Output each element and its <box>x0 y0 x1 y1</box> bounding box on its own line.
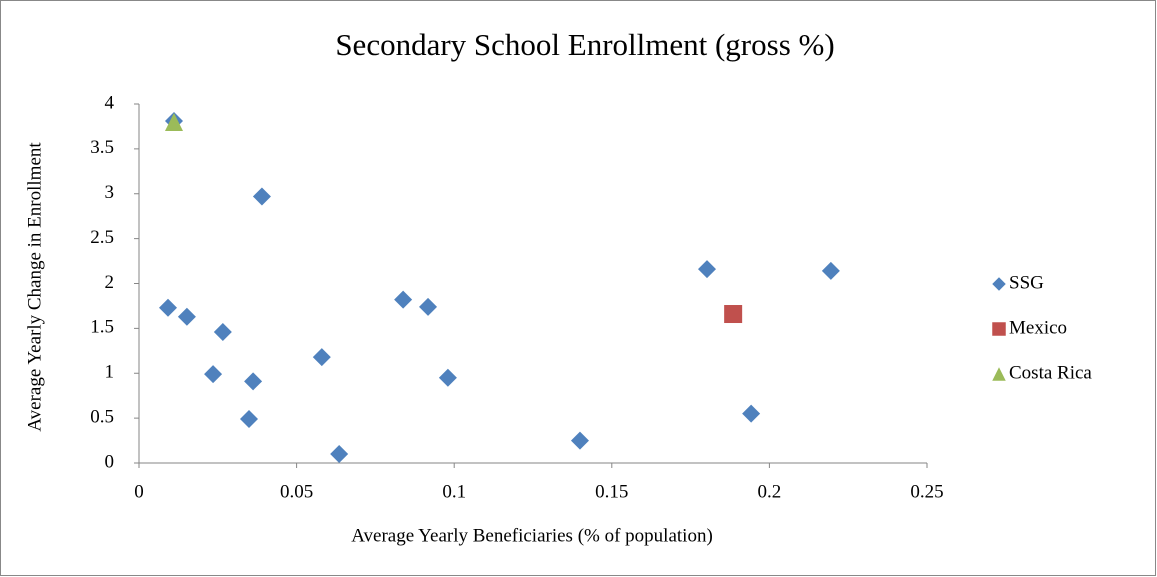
point <box>438 368 457 387</box>
y-tick-label: 0.5 <box>90 406 114 427</box>
y-tick-label: 2 <box>105 272 115 293</box>
point <box>177 307 196 326</box>
point <box>394 290 413 309</box>
point <box>570 431 589 450</box>
x-tick-label: 0.1 <box>442 481 466 502</box>
y-tick-label: 4 <box>105 92 115 113</box>
point <box>330 445 349 464</box>
point <box>252 187 271 206</box>
point <box>742 404 761 423</box>
point <box>158 298 177 317</box>
chart-title: Secondary School Enrollment (gross %) <box>335 27 834 62</box>
y-tick-label: 1.5 <box>90 317 114 338</box>
legend-label: Mexico <box>1009 317 1067 338</box>
legend-marker <box>992 367 1006 381</box>
point <box>164 112 183 131</box>
point <box>204 365 223 384</box>
point <box>419 297 438 316</box>
point <box>244 372 263 391</box>
legend-label: SSG <box>1009 272 1044 293</box>
y-tick-label: 1 <box>105 362 115 383</box>
legend-label: Costa Rica <box>1009 362 1092 383</box>
y-tick-label: 0 <box>105 451 115 472</box>
point <box>821 261 840 280</box>
y-tick-label: 2.5 <box>90 227 114 248</box>
point <box>697 260 716 279</box>
legend-marker <box>992 277 1006 291</box>
y-tick-label: 3.5 <box>90 137 114 158</box>
y-tick-label: 3 <box>105 182 115 203</box>
x-tick-label: 0.2 <box>758 481 782 502</box>
x-tick-label: 0.05 <box>280 481 313 502</box>
x-axis-label: Average Yearly Beneficiaries (% of popul… <box>351 525 713 546</box>
y-axis-label: Average Yearly Change in Enrollment <box>24 142 45 432</box>
point <box>213 322 232 341</box>
point <box>724 305 743 324</box>
point <box>240 410 259 429</box>
x-tick-label: 0.15 <box>595 481 628 502</box>
legend-marker <box>992 322 1006 336</box>
x-tick-label: 0.25 <box>910 481 943 502</box>
point <box>312 348 331 367</box>
x-tick-label: 0 <box>134 481 144 502</box>
